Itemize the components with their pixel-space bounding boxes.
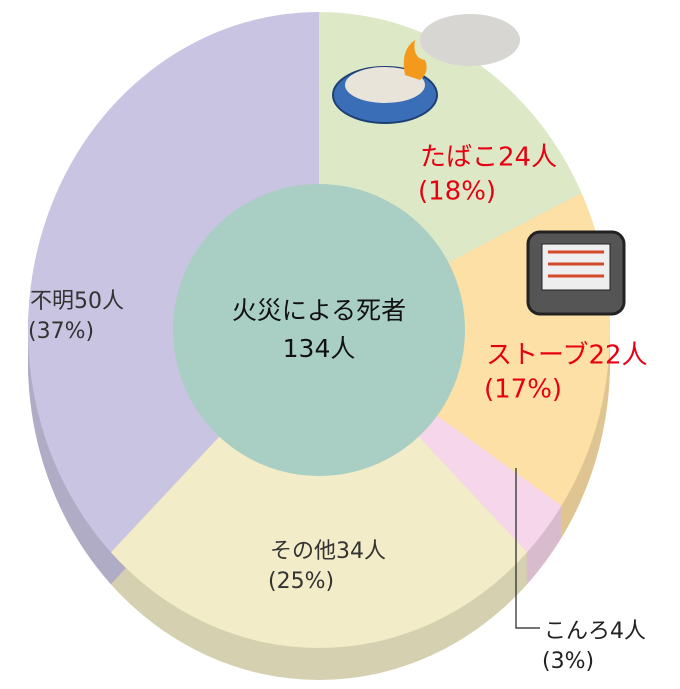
smoke-icon [420,14,520,66]
chart: 火災による死者 134人 たばこ24人 (18%) ストーブ22人 (17%) こんろ4人 (… [0,0,680,685]
percent-label: (17%) [484,375,562,405]
percent-label: (3%) [542,649,594,674]
percent-label: (37%) [28,319,94,344]
slice-label: たばこ24人 [420,143,557,173]
slice-label: こんろ4人 [544,619,646,644]
total-label: 134人 [283,334,356,363]
percent-label: (18%) [418,177,496,207]
percent-label: (25%) [268,569,334,594]
slice-label: 不明50人 [30,289,124,314]
slice-label: ストーブ22人 [486,341,648,371]
slice-label: その他34人 [270,539,386,564]
center-circle [173,184,465,476]
center-label: 火災による死者 [232,296,406,325]
